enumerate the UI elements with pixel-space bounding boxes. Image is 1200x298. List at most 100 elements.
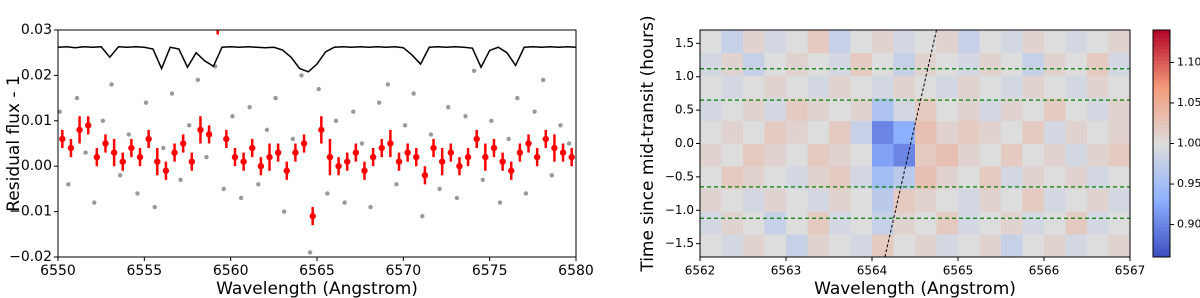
- binned-point: [318, 126, 325, 134]
- scatter-point: [273, 95, 278, 101]
- heatmap-cell: [1087, 98, 1109, 122]
- heatmap-cell: [1001, 188, 1023, 212]
- binned-point: [205, 131, 213, 138]
- scatter-point: [463, 114, 468, 119]
- scatter-point: [204, 154, 209, 160]
- heatmap-cell: [893, 211, 916, 235]
- heatmap-cell: [958, 166, 980, 190]
- heatmap-cell: [764, 30, 787, 53]
- binned-point: [559, 149, 567, 156]
- heatmap-cell: [1065, 234, 1088, 257]
- binned-point: [266, 153, 273, 161]
- heatmap-cell: [721, 30, 744, 53]
- heatmap-cell: [915, 143, 937, 167]
- heatmap-cell: [1065, 120, 1088, 144]
- colorbar-swatch: [1153, 64, 1170, 69]
- binned-point: [145, 135, 152, 143]
- heatmap-cell: [915, 211, 937, 235]
- heatmap-cell: [721, 211, 744, 235]
- scatter-point: [471, 68, 477, 74]
- scatter-point: [359, 141, 365, 146]
- heatmap-cell: [700, 98, 722, 122]
- binned-point: [568, 153, 575, 161]
- scatter-point: [247, 104, 252, 110]
- scatter-point: [558, 123, 563, 128]
- colorbar-swatch: [1153, 48, 1170, 54]
- heatmap-cell: [764, 52, 787, 76]
- heatmap-cell: [1108, 143, 1130, 167]
- heatmap-cell: [700, 30, 722, 53]
- heatmap-cell: [786, 52, 808, 76]
- binned-point: [447, 149, 455, 156]
- heatmap-cell: [743, 120, 765, 144]
- heatmap-cell: [700, 166, 722, 190]
- scatter-point: [238, 195, 244, 201]
- heatmap-cell: [958, 143, 980, 167]
- heatmap-cell: [936, 166, 959, 190]
- colorbar-swatch: [1153, 82, 1170, 88]
- binned-point: [361, 167, 368, 174]
- colorbar-swatch: [1153, 234, 1170, 239]
- scatter-point: [411, 91, 416, 96]
- heatmap-cell: [1022, 234, 1045, 257]
- heatmap-cell: [1022, 188, 1045, 212]
- scatter-point: [480, 177, 485, 183]
- heatmap-cell: [915, 234, 937, 257]
- heatmap-cell: [893, 234, 916, 257]
- heatmap-cell: [721, 143, 744, 167]
- colorbar-swatch: [1153, 196, 1170, 201]
- heatmap-cell: [1065, 52, 1088, 76]
- heatmap-cell: [1022, 30, 1045, 53]
- colorbar-swatch: [1153, 117, 1170, 122]
- scatter-point: [368, 204, 373, 210]
- heatmap-cell: [936, 52, 959, 76]
- heatmap-cell: [807, 98, 830, 122]
- y-tick-label: 0.0: [675, 136, 694, 150]
- binned-point: [93, 153, 101, 161]
- x-tick-label: 6550: [40, 263, 76, 279]
- colorbar-tick-label: 1.00: [1177, 137, 1200, 150]
- heatmap-cell: [786, 75, 808, 99]
- heatmap-cell: [1108, 188, 1130, 212]
- heatmap-cell: [1108, 166, 1130, 190]
- heatmap-cell: [893, 52, 916, 76]
- plot-area: [700, 30, 1130, 257]
- colorbar-swatch: [1153, 120, 1170, 126]
- heatmap-cell: [743, 52, 765, 76]
- binned-point: [413, 153, 420, 161]
- heatmap-cell: [764, 143, 787, 167]
- binned-point: [551, 144, 558, 152]
- heatmap-cell: [1022, 120, 1045, 144]
- y-tick-label: −0.02: [9, 249, 52, 265]
- heatmap-cell: [743, 30, 765, 53]
- colorbar-swatch: [1153, 132, 1170, 137]
- heatmap-cell: [936, 75, 959, 99]
- heatmap-cell: [872, 120, 894, 144]
- scatter-point: [264, 127, 270, 133]
- heatmap-cell: [979, 143, 1002, 167]
- heatmap-cell: [979, 188, 1002, 212]
- heatmap-cell: [829, 30, 851, 53]
- heatmap-cell: [1087, 75, 1109, 99]
- heatmap-cell: [829, 234, 851, 257]
- y-tick-label: 0.03: [21, 22, 52, 38]
- scatter-point: [454, 195, 460, 201]
- colorbar-swatch: [1153, 181, 1170, 186]
- heatmap-cell: [1044, 75, 1066, 99]
- colorbar-swatch: [1153, 67, 1170, 73]
- heatmap-cell: [979, 120, 1002, 144]
- heatmap-cell: [1044, 98, 1066, 122]
- binned-point: [335, 163, 342, 170]
- binned-point: [110, 149, 118, 156]
- heatmap-cell: [936, 120, 959, 144]
- heatmap-cell: [936, 30, 959, 53]
- heatmap-cell: [872, 98, 894, 122]
- heatmap-cell: [979, 166, 1002, 190]
- x-tick-label: 6563: [771, 264, 802, 278]
- binned-point: [490, 144, 498, 152]
- scatter-point: [437, 186, 442, 192]
- heatmap-cell: [872, 166, 894, 190]
- heatmap-cell: [1022, 75, 1045, 99]
- heatmap-cell: [1087, 234, 1109, 257]
- heatmap-cell: [807, 120, 830, 144]
